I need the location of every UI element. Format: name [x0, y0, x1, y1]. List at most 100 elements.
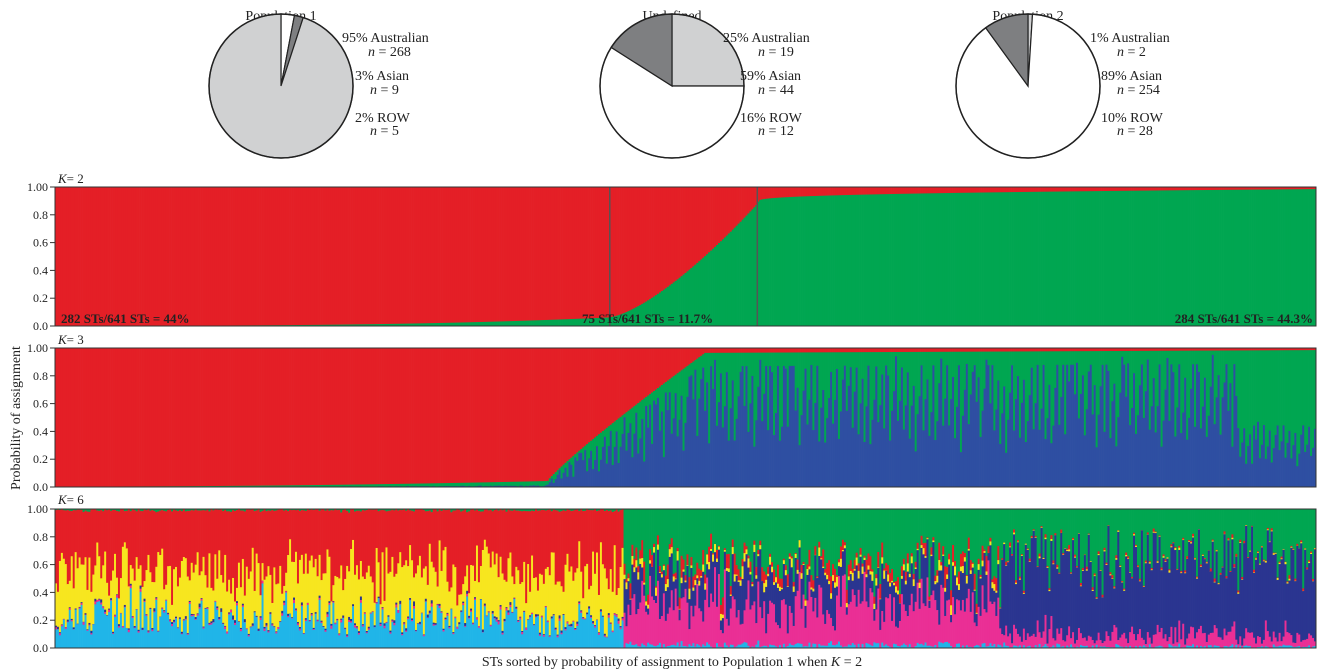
- bar-segment: [790, 365, 794, 488]
- bar-segment: [1099, 187, 1102, 192]
- bar-segment: [1237, 350, 1240, 429]
- bar-segment: [1074, 351, 1077, 395]
- bar-segment: [216, 348, 219, 487]
- bar-segment: [835, 187, 839, 196]
- bar-segment: [253, 612, 257, 649]
- bar-segment: [304, 187, 308, 326]
- bar-segment: [139, 187, 142, 327]
- pie-population-1: Population 1 95% Australian n = 268 3% A…: [208, 9, 429, 159]
- bar-segment: [348, 509, 351, 514]
- bar-segment: [700, 379, 703, 488]
- bar-segment: [1001, 348, 1004, 352]
- bar-segment: [114, 509, 117, 511]
- bar-segment: [584, 318, 587, 327]
- bar-segment: [1158, 348, 1161, 352]
- bar-segment: [1213, 350, 1217, 425]
- bar-segment: [149, 609, 152, 649]
- bar-segment: [694, 369, 697, 488]
- bar-segment: [1087, 348, 1091, 352]
- bar-segment: [979, 187, 982, 193]
- bar-segment: [460, 594, 463, 611]
- pie-slices: [955, 13, 1101, 159]
- bar-segment: [354, 187, 357, 325]
- bar-segment: [873, 194, 876, 327]
- bar-segment: [578, 348, 581, 452]
- bar-segment: [513, 321, 516, 327]
- bar-segment: [613, 615, 617, 649]
- bar-segment: [326, 348, 329, 486]
- bar-segment: [655, 389, 658, 405]
- bar-segment: [324, 509, 327, 512]
- bar-segment: [283, 348, 286, 486]
- bar-segment: [536, 485, 540, 488]
- bar-segment: [820, 348, 823, 353]
- bar-segment: [930, 348, 933, 353]
- bar-segment: [1292, 350, 1295, 446]
- bar-segment: [609, 569, 613, 623]
- bar-segment: [263, 187, 266, 326]
- bar-segment: [568, 187, 571, 320]
- bar-segment: [806, 196, 809, 327]
- bar-segment: [371, 187, 375, 325]
- bar-segment: [1209, 350, 1213, 387]
- bar-segment: [403, 623, 406, 625]
- bar-segment: [1097, 414, 1100, 488]
- bar-segment: [572, 620, 575, 623]
- bar-segment: [237, 509, 241, 564]
- bar-segment: [731, 229, 735, 327]
- bar-segment: [961, 192, 965, 327]
- bar-segment: [1211, 348, 1215, 351]
- bar-segment: [776, 348, 780, 353]
- bar-segment: [55, 348, 58, 487]
- bar-segment: [448, 628, 451, 649]
- bar-segment: [298, 559, 302, 628]
- bar-segment: [570, 626, 573, 649]
- bar-segment: [430, 323, 434, 327]
- bar-segment: [1288, 430, 1291, 488]
- bar-segment: [249, 509, 253, 511]
- bar-segment: [169, 620, 172, 622]
- bar-segment: [1262, 350, 1266, 426]
- bar-segment: [1274, 434, 1278, 488]
- bar-segment: [222, 622, 225, 625]
- bar-segment: [521, 511, 524, 583]
- bar-segment: [251, 509, 255, 549]
- bar-segment: [416, 565, 420, 624]
- bar-segment: [263, 348, 266, 486]
- bar-segment: [981, 351, 984, 412]
- bar-segment: [556, 348, 559, 471]
- bar-segment: [493, 321, 497, 327]
- bar-segment: [82, 348, 85, 487]
- bar-segment: [1235, 187, 1238, 191]
- slice-n-row: n = 12: [758, 124, 794, 139]
- bar-segment: [995, 187, 998, 193]
- bar-segment: [336, 509, 339, 511]
- bar-segment: [257, 509, 260, 564]
- bar-segment: [117, 627, 121, 649]
- bar-segment: [1221, 397, 1224, 488]
- bar-segment: [570, 623, 573, 627]
- bar-segment: [295, 551, 298, 609]
- bar-segment: [898, 193, 902, 327]
- bar-segment: [483, 606, 487, 649]
- bar-segment: [115, 577, 119, 595]
- bar-segment: [1262, 348, 1266, 351]
- bar-segment: [944, 193, 947, 327]
- bar-segment: [237, 348, 241, 487]
- bar-segment: [1223, 348, 1226, 351]
- bar-segment: [289, 485, 292, 487]
- bar-segment: [328, 510, 331, 558]
- bar-segment: [529, 591, 532, 616]
- bar-segment: [1251, 463, 1254, 488]
- bar-segment: [291, 617, 294, 619]
- bar-segment: [1011, 187, 1014, 193]
- bar-segment: [710, 250, 713, 327]
- bar-segment: [241, 603, 245, 606]
- bar-segment: [674, 348, 677, 376]
- bar-segment: [119, 509, 123, 579]
- bar-segment: [1144, 190, 1148, 327]
- bar-segment: [967, 424, 971, 488]
- bar-segment: [434, 348, 437, 484]
- bar-segment: [208, 622, 211, 625]
- bar-segment: [1164, 190, 1167, 327]
